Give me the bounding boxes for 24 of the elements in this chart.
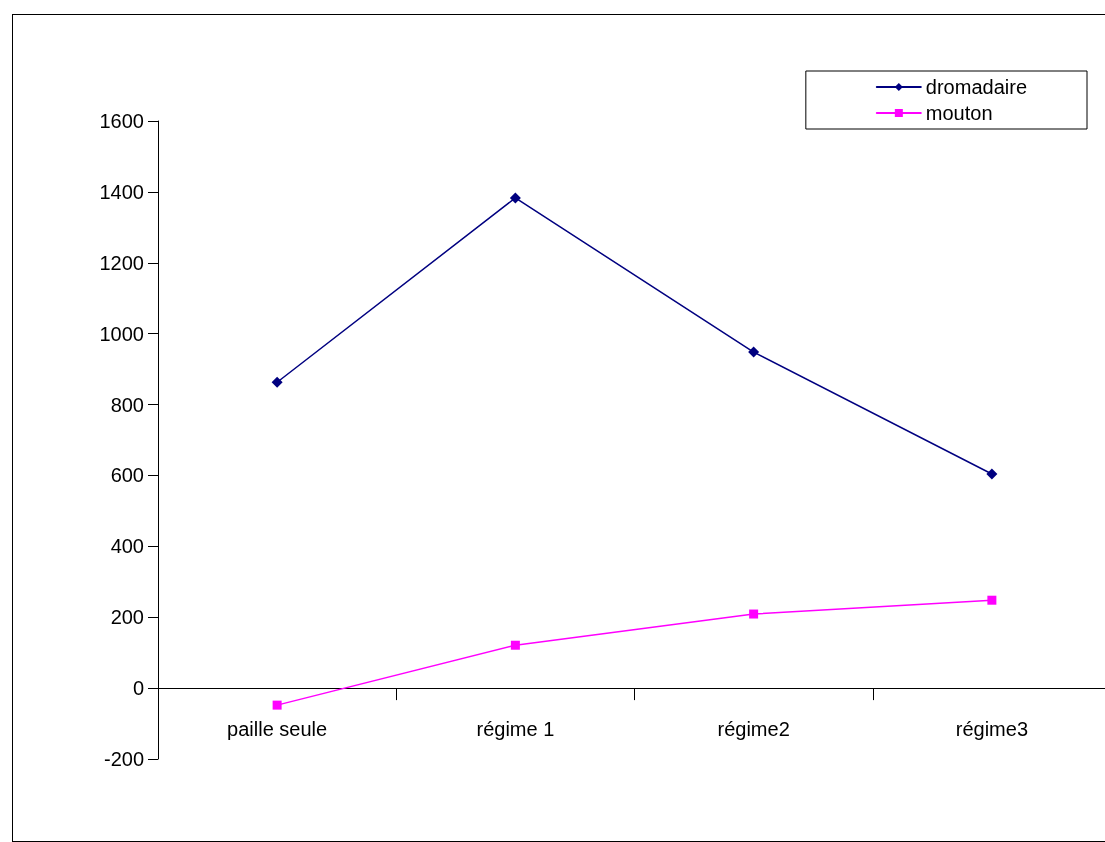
point: [272, 700, 282, 710]
legend-label: mouton: [925, 102, 993, 124]
y-tick-label: 1000: [99, 322, 144, 345]
x-tick-label: régime 1: [476, 718, 555, 740]
point: [510, 640, 520, 650]
y-tick-label: -200: [103, 748, 144, 770]
x-tick-label: régime2: [717, 718, 790, 740]
legend-label: dromadaire: [925, 76, 1028, 98]
y-tick-label: 1200: [99, 251, 144, 274]
y-tick-label: 800: [110, 393, 144, 416]
y-tick-label: 1600: [99, 110, 144, 132]
x-tick-label: régime3: [955, 718, 1029, 740]
point: [509, 192, 521, 204]
point: [271, 376, 283, 388]
y-tick-label: 200: [110, 606, 144, 629]
y-tick-label: 0: [132, 677, 144, 700]
y-tick-label: 600: [110, 464, 144, 487]
y-tick-label: 1400: [99, 180, 144, 203]
x-tick-label: paille seule: [227, 718, 328, 740]
y-tick-label: 400: [110, 535, 144, 558]
point: [749, 609, 759, 619]
point: [748, 346, 760, 358]
point: [987, 595, 997, 605]
point: [986, 468, 998, 480]
